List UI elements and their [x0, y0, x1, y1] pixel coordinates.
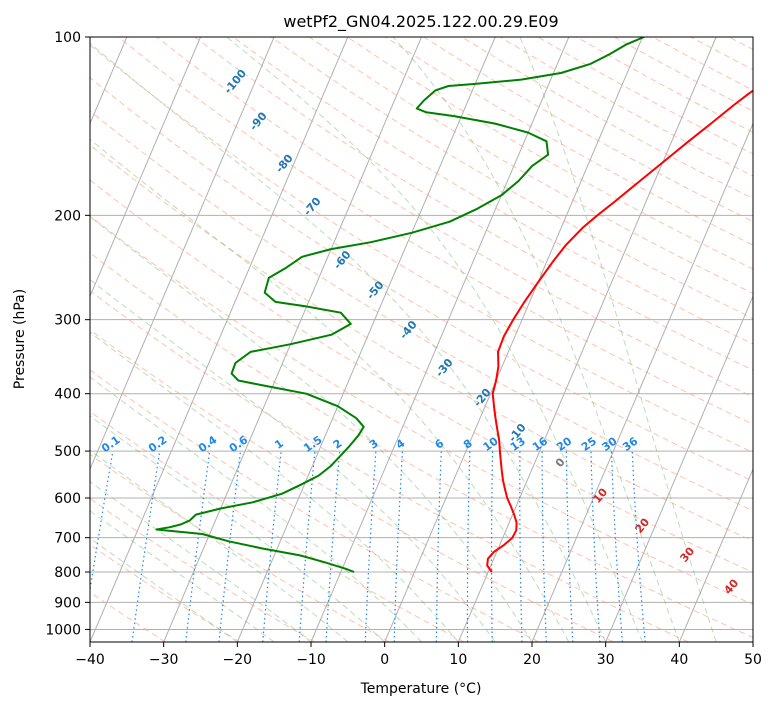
y-tick-label: 600: [54, 491, 81, 507]
mixing-ratio-line: [90, 450, 114, 594]
y-tick-label: 400: [54, 387, 81, 403]
dry-adiabat: [194, 37, 753, 371]
x-tick-label: −10: [296, 652, 326, 668]
moist-adiabats: [90, 37, 717, 642]
mixing-ratio-line: [131, 451, 161, 642]
skewed-isotherms: [90, 37, 753, 642]
dry-adiabats: [90, 37, 753, 642]
x-tick-label: 10: [449, 652, 467, 668]
y-axis-label: Pressure (hPa): [12, 289, 28, 389]
dry-adiabat: [90, 369, 540, 642]
x-tick-label: 0: [380, 652, 389, 668]
moist-adiabat: [226, 37, 643, 642]
dry-adiabat: [90, 498, 315, 642]
y-tick-label: 800: [54, 565, 81, 581]
mixing-ratio-line: [541, 451, 547, 642]
x-tick-label: 50: [744, 652, 762, 668]
pressure-gridlines: [90, 37, 753, 630]
moist-adiabat: [90, 376, 422, 642]
moist-adiabat: [90, 415, 386, 642]
x-tick-label: −20: [223, 652, 253, 668]
dry-adiabat: [90, 44, 753, 453]
mixing-ratio-line: [262, 451, 282, 642]
mixing-ratio-line: [298, 451, 316, 642]
mixing-ratio-line: [393, 451, 404, 642]
isotherm: [163, 37, 422, 642]
y-tick-label: 200: [54, 208, 81, 224]
isotherm: [90, 37, 201, 298]
isotherm: [90, 37, 349, 642]
isotherm: [605, 295, 753, 642]
moist-adiabat: [90, 331, 459, 642]
plot-area: 0.1 0.2 0.4 0.6 1 1.5 2 3 4 6 8 10 13 16 20 25 30 36-100-…: [90, 37, 753, 642]
y-tick-label: 1000: [45, 622, 81, 638]
dry-adiabat: [90, 215, 753, 606]
mixing-ratio-line: [218, 451, 242, 642]
x-tick-label: −30: [149, 652, 179, 668]
moist-adiabat: [392, 37, 680, 642]
x-tick-label: 40: [670, 652, 688, 668]
moist-adiabat: [90, 510, 275, 642]
y-axis-ticks: 100 200 300 400 500 600 700 800 900 1000: [45, 30, 90, 638]
isotherm: [457, 37, 717, 642]
dry-adiabat: [90, 110, 753, 512]
mixing-ratio-line: [185, 451, 211, 642]
x-axis-ticks: −40 −30 −20 −10 0 10 20 30 40 50: [75, 642, 762, 668]
dry-adiabat: [90, 252, 753, 639]
mixing-ratio-line: [631, 451, 646, 642]
dry-adiabat: [90, 144, 753, 542]
moist-adiabat: [90, 481, 312, 642]
isotherm: [236, 37, 496, 642]
mixing-ratio-line: [519, 451, 523, 642]
moist-adiabat: [90, 42, 607, 642]
isotherm: [384, 37, 643, 642]
mixing-ratio-lines: [90, 450, 646, 642]
x-tick-label: −40: [75, 652, 105, 668]
mixing-ratio-line: [466, 451, 471, 642]
dewpoint-line: [155, 37, 645, 573]
mixing-ratio-line: [490, 451, 494, 642]
chart-title: wetPf2_GN04.2025.122.00.29.E09: [283, 12, 558, 32]
moist-adiabat: [519, 37, 717, 642]
moist-adiabat: [90, 215, 533, 642]
y-tick-label: 700: [54, 531, 81, 547]
isotherm: [310, 37, 570, 642]
mixing-ratio-line: [610, 451, 623, 642]
sounding-series: [155, 37, 753, 573]
mixing-ratio-line: [325, 451, 341, 642]
x-tick-label: 20: [523, 652, 541, 668]
isotherm: [531, 122, 753, 642]
x-axis-label: Temperature (°C): [360, 681, 482, 697]
y-tick-label: 100: [54, 30, 81, 46]
y-tick-label: 500: [54, 444, 81, 460]
mixing-ratio-line: [435, 451, 442, 642]
dry-adiabat: [90, 179, 753, 573]
isotherm: [678, 467, 753, 642]
moist-adiabat: [90, 537, 238, 642]
plot-frame: [89, 36, 754, 643]
dry-adiabat: [90, 453, 390, 642]
dry-adiabat: [232, 37, 753, 345]
isotherm: [90, 37, 275, 471]
x-tick-label: 30: [597, 652, 615, 668]
y-tick-label: 300: [54, 313, 81, 329]
y-tick-label: 900: [54, 595, 81, 611]
moist-adiabat: [90, 138, 570, 642]
dry-adiabat: [90, 329, 614, 642]
moist-adiabat: [90, 279, 496, 642]
mixing-ratio-line: [590, 451, 601, 642]
mixing-ratio-line: [364, 451, 377, 642]
moist-adiabat: [90, 449, 349, 642]
temperature-line: [486, 89, 753, 573]
dry-adiabat: [90, 76, 753, 482]
mixing-ratio-line: [565, 451, 574, 642]
